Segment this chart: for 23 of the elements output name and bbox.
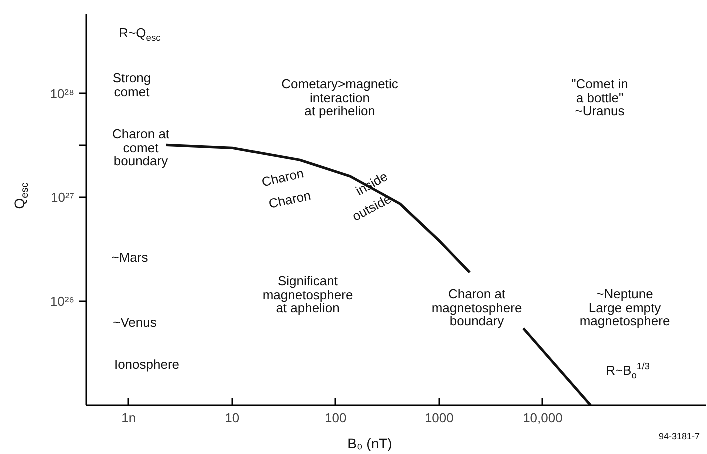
annotation: Charon xyxy=(260,166,306,190)
y-tick-label: 10²⁷ xyxy=(51,190,75,206)
annotation: ~Venus xyxy=(113,315,157,330)
text: 94-3181-7 xyxy=(658,431,700,442)
annotation: Significant magnetosphere at aphelion xyxy=(262,274,354,316)
annotation: Charon xyxy=(268,188,312,212)
x-tick-label: 1000 xyxy=(424,410,454,426)
y-tick-label: 10²⁶ xyxy=(50,294,74,310)
annotation: Charon at comet boundary xyxy=(112,126,170,169)
y-tick-label: 10²⁸ xyxy=(50,86,75,102)
annotation: "Comet in a bottle" ~Uranus xyxy=(572,76,628,119)
x-tick-label: 10,000 xyxy=(523,410,563,426)
annotation: Ionosphere xyxy=(114,357,180,372)
annotation: R~Q$_{esc}$ xyxy=(119,25,161,44)
annotation: ~Mars xyxy=(112,250,148,266)
x-tick-label: 100 xyxy=(325,410,347,426)
x-tick-label: 1n xyxy=(122,410,136,426)
x-tick-label: 10 xyxy=(225,410,240,426)
annotation: Strong comet xyxy=(112,70,152,99)
annotation: ~Neptune Large empty magnetosphere xyxy=(580,286,670,329)
annotation: Cometary>magnetic interaction at perihelion xyxy=(282,76,398,119)
annotation: Charon at magnetosphere boundary xyxy=(432,286,522,329)
x-axis-title: B₀ (nT) xyxy=(348,436,392,452)
